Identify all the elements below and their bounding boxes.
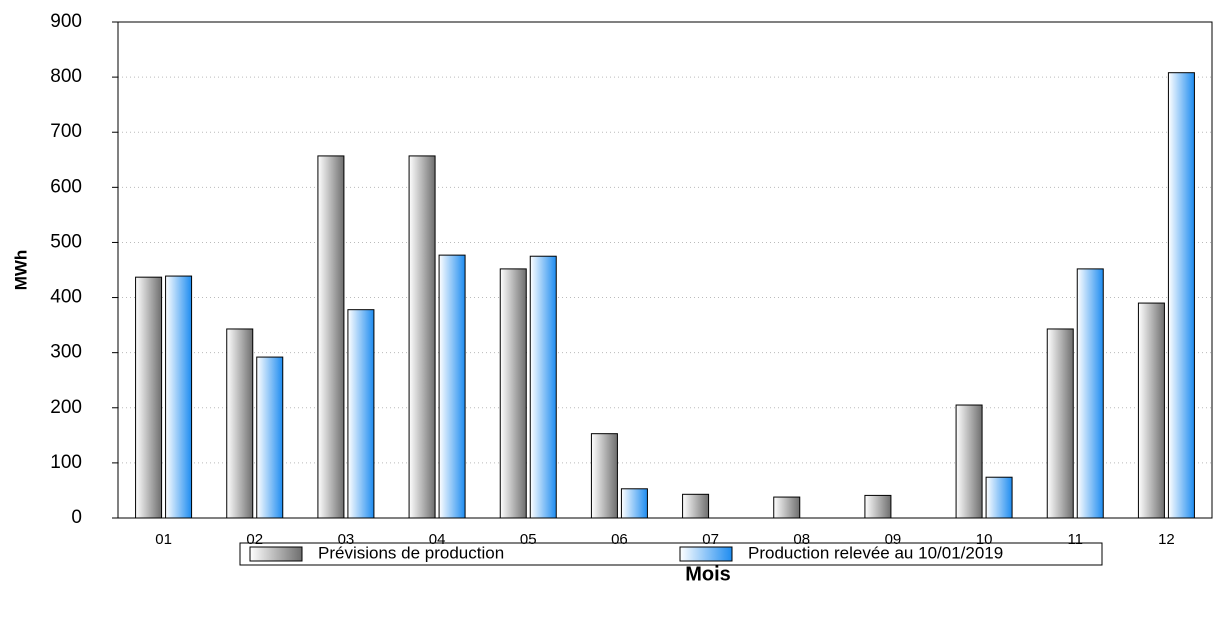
x-tick-label: 11 (1067, 531, 1083, 548)
bar (438, 254, 466, 519)
x-tick-label: 07 (702, 531, 719, 548)
bar (317, 155, 345, 519)
legend-label: Production relevée au 10/01/2019 (748, 543, 1003, 562)
bar (620, 488, 648, 519)
legend-swatch (249, 546, 303, 562)
x-tick-label: 08 (793, 531, 810, 548)
x-tick-label: 01 (155, 531, 172, 548)
y-tick-label: 600 (50, 176, 82, 197)
bar (985, 476, 1013, 519)
bar (773, 496, 801, 519)
bar (1046, 328, 1074, 519)
y-axis-label: MWh (11, 250, 30, 291)
y-tick-label: 100 (50, 452, 82, 473)
y-tick-label: 0 (71, 507, 82, 528)
x-tick-label: 09 (885, 531, 902, 548)
y-tick-label: 700 (50, 121, 82, 142)
bar (1076, 268, 1104, 519)
x-axis-label: Mois (685, 563, 731, 585)
x-tick-label: 02 (246, 531, 263, 548)
bar (1167, 72, 1195, 519)
bar (408, 155, 436, 519)
bar (226, 328, 254, 519)
x-tick-label: 03 (338, 531, 355, 548)
legend-swatch (679, 546, 733, 562)
bar (529, 255, 557, 519)
bar (1137, 302, 1165, 519)
x-tick-label: 06 (611, 531, 628, 548)
x-tick-label: 04 (429, 531, 446, 548)
bar (955, 404, 983, 519)
bar (256, 356, 284, 519)
bar (682, 493, 710, 519)
legend-box (239, 542, 1103, 566)
y-tick-label: 300 (50, 342, 82, 363)
y-tick-label: 900 (50, 11, 82, 32)
y-tick-label: 500 (50, 231, 82, 252)
legend-label: Prévisions de production (318, 543, 504, 562)
y-tick-label: 400 (50, 287, 82, 308)
y-tick-label: 200 (50, 397, 82, 418)
bar (864, 494, 892, 519)
bar (590, 433, 618, 519)
x-tick-label: 05 (520, 531, 537, 548)
bar (135, 276, 163, 519)
bar (165, 275, 193, 519)
plot-frame (117, 21, 1213, 519)
x-tick-label: 10 (976, 531, 993, 548)
y-tick-label: 800 (50, 66, 82, 87)
bar (499, 268, 527, 519)
x-tick-label: 12 (1158, 531, 1175, 548)
bar (347, 309, 375, 519)
